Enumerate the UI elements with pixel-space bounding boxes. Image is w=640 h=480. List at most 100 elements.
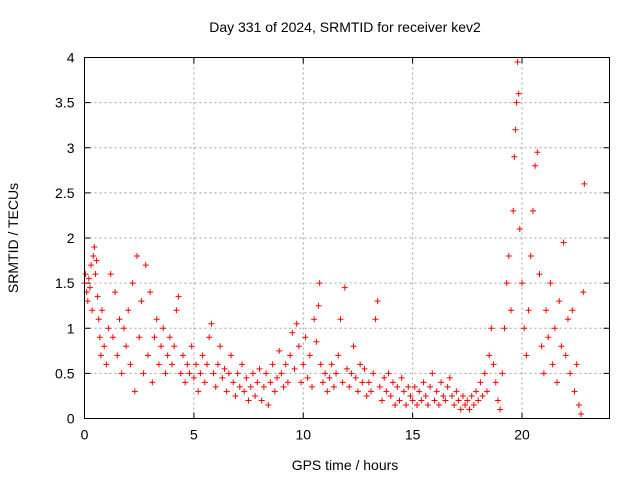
y-tick-label: 3.5 xyxy=(55,95,75,111)
data-point xyxy=(361,365,368,372)
data-point xyxy=(302,334,309,341)
data-point xyxy=(179,352,186,359)
data-point xyxy=(95,316,102,323)
data-point xyxy=(446,374,453,381)
data-point xyxy=(140,370,147,377)
data-point xyxy=(346,383,353,390)
data-point xyxy=(324,388,331,395)
data-point xyxy=(162,370,169,377)
data-point xyxy=(398,374,405,381)
data-point xyxy=(538,343,545,350)
data-point xyxy=(232,392,239,399)
data-point xyxy=(414,401,420,408)
data-point xyxy=(217,343,224,350)
data-point xyxy=(551,325,558,332)
data-point xyxy=(529,207,536,214)
data-point xyxy=(470,401,477,408)
data-point xyxy=(319,379,326,386)
data-point xyxy=(578,410,585,417)
data-point xyxy=(306,352,313,359)
data-point xyxy=(354,388,361,395)
data-point xyxy=(201,379,208,386)
data-point xyxy=(385,370,392,377)
data-point xyxy=(138,298,145,305)
data-point xyxy=(131,388,138,395)
data-point xyxy=(155,361,162,368)
data-point xyxy=(457,406,464,413)
data-point xyxy=(92,271,99,278)
data-point xyxy=(186,370,193,377)
data-point xyxy=(549,361,556,368)
data-point xyxy=(403,401,410,408)
data-point xyxy=(479,392,486,399)
data-point xyxy=(234,370,241,377)
data-point xyxy=(396,397,403,404)
data-point xyxy=(291,365,298,372)
data-point xyxy=(357,361,364,368)
data-point xyxy=(326,374,333,381)
data-point xyxy=(497,406,504,413)
data-point xyxy=(195,388,202,395)
data-point xyxy=(147,289,154,296)
data-point xyxy=(254,379,261,386)
data-point xyxy=(330,383,337,390)
data-point xyxy=(370,370,377,377)
data-point xyxy=(243,374,250,381)
data-point xyxy=(105,325,112,332)
data-point xyxy=(341,284,348,291)
data-point xyxy=(212,383,219,390)
data-point xyxy=(263,370,270,377)
data-point xyxy=(433,388,440,395)
data-point xyxy=(499,370,506,377)
data-point xyxy=(182,379,189,386)
x-axis-label: GPS time / hours xyxy=(292,457,399,473)
data-point xyxy=(488,325,495,332)
data-point xyxy=(86,284,93,291)
data-point xyxy=(481,370,488,377)
data-point xyxy=(449,392,455,399)
data-point xyxy=(144,352,151,359)
data-point xyxy=(193,361,200,368)
data-point xyxy=(444,383,451,390)
data-point xyxy=(85,275,92,282)
data-point xyxy=(107,271,114,278)
data-point xyxy=(442,397,449,404)
data-point xyxy=(359,379,366,386)
data-point xyxy=(93,257,100,264)
y-tick-label: 0.5 xyxy=(55,365,75,381)
data-point xyxy=(258,397,265,404)
data-point xyxy=(513,99,520,106)
data-point xyxy=(260,383,267,390)
data-point xyxy=(309,383,315,390)
data-point xyxy=(328,361,335,368)
data-point xyxy=(236,383,243,390)
data-point xyxy=(101,343,108,350)
data-point xyxy=(164,352,171,359)
data-point xyxy=(490,361,497,368)
x-tick-label: 20 xyxy=(514,427,530,443)
data-point xyxy=(311,316,318,323)
data-point xyxy=(387,392,394,399)
data-point xyxy=(365,379,372,386)
data-point xyxy=(173,307,180,314)
data-point xyxy=(289,329,296,336)
data-point xyxy=(451,401,458,408)
data-point xyxy=(536,271,543,278)
data-point xyxy=(407,392,414,399)
data-point xyxy=(190,374,197,381)
data-point xyxy=(400,388,407,395)
data-point xyxy=(317,361,324,368)
data-point xyxy=(214,361,221,368)
data-point xyxy=(204,361,210,368)
data-point xyxy=(136,334,143,341)
data-point xyxy=(547,280,554,287)
data-point xyxy=(169,361,175,368)
data-point xyxy=(525,307,532,314)
data-point xyxy=(114,352,121,359)
data-point xyxy=(508,307,515,314)
data-point xyxy=(335,352,342,359)
data-point xyxy=(123,343,130,350)
data-point xyxy=(96,334,103,341)
data-point xyxy=(118,370,125,377)
data-point xyxy=(241,388,248,395)
